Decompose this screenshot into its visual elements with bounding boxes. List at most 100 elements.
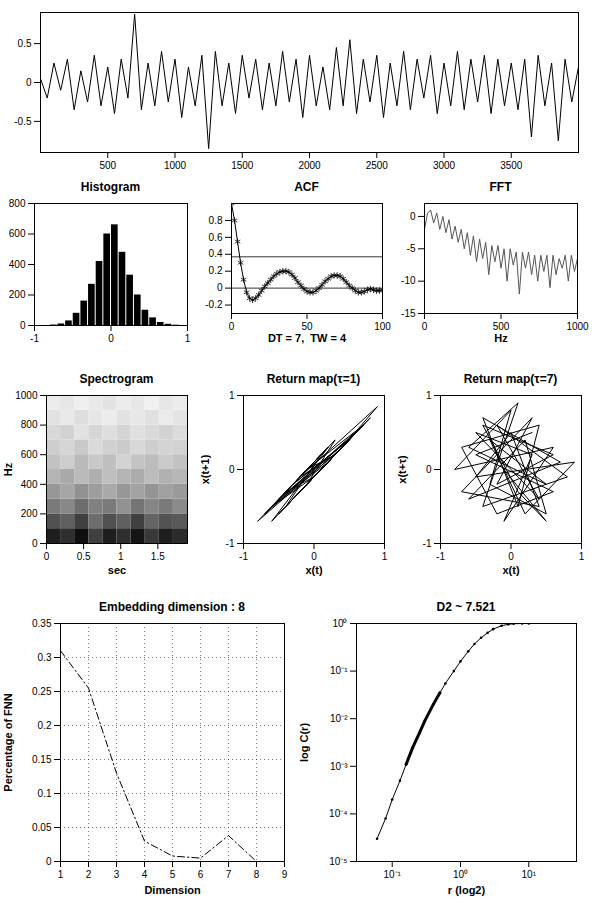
svg-text:600: 600 [21,449,38,460]
svg-text:0: 0 [46,856,52,867]
svg-text:x(t+1): x(t+1) [199,454,211,484]
html-text:FFT: FFT [489,180,512,194]
svg-text:-1: -1 [423,538,432,549]
svg-text:500: 500 [99,160,116,171]
svg-text:2500: 2500 [366,160,389,171]
svg-text:-5: -5 [407,243,416,254]
svg-text:0.3: 0.3 [38,652,52,663]
svg-text:x(t): x(t) [502,564,519,576]
svg-text:r (log2): r (log2) [448,884,486,896]
svg-text:0.15: 0.15 [32,754,52,765]
svg-text:100: 100 [374,321,391,332]
svg-text:10⁻¹: 10⁻¹ [383,869,401,880]
svg-text:9: 9 [282,869,288,880]
svg-text:50: 50 [301,321,313,332]
svg-text:sec: sec [108,564,126,576]
svg-text:10⁻¹: 10⁻¹ [330,665,348,676]
svg-text:-0.2: -0.2 [205,299,223,310]
svg-text:400: 400 [9,259,26,270]
svg-text:0.05: 0.05 [32,822,52,833]
svg-text:1: 1 [58,869,64,880]
svg-text:0: 0 [217,282,223,293]
svg-text:-1: -1 [30,333,39,344]
svg-text:3: 3 [114,869,120,880]
html-text:Histogram: Histogram [80,180,141,194]
svg-text:6: 6 [198,869,204,880]
svg-text:-1: -1 [436,551,445,562]
svg-text:8: 8 [254,869,260,880]
svg-text:0: 0 [426,464,432,475]
svg-text:1: 1 [579,551,585,562]
svg-text:Hz: Hz [2,462,14,476]
svg-text:200: 200 [21,508,38,519]
svg-text:0: 0 [26,77,32,88]
svg-text:0.1: 0.1 [38,788,52,799]
svg-text:0.5: 0.5 [18,38,32,49]
svg-text:1: 1 [118,551,124,562]
svg-text:800: 800 [9,198,26,209]
svg-text:1: 1 [426,390,432,401]
html-text:Return map(τ=1): Return map(τ=1) [266,372,361,386]
svg-text:10⁰: 10⁰ [453,869,468,880]
svg-text:0: 0 [229,464,235,475]
svg-text:10⁰: 10⁰ [332,618,347,629]
svg-text:0: 0 [508,551,514,562]
svg-text:1000: 1000 [164,160,187,171]
svg-text:0.2: 0.2 [209,265,223,276]
svg-text:1: 1 [229,390,235,401]
svg-text:1: 1 [382,551,388,562]
svg-text:0: 0 [410,211,416,222]
svg-text:DT = 7, TW = 4: DT = 7, TW = 4 [268,332,347,344]
svg-text:500: 500 [493,321,510,332]
svg-text:10⁻⁵: 10⁻⁵ [329,856,347,867]
svg-text:x(t+τ): x(t+τ) [396,455,408,484]
svg-text:0: 0 [44,551,50,562]
svg-text:1000: 1000 [15,390,38,401]
svg-text:600: 600 [9,228,26,239]
svg-text:3000: 3000 [433,160,456,171]
svg-text:800: 800 [21,419,38,430]
svg-text:0.6: 0.6 [209,232,223,243]
svg-text:0: 0 [20,320,26,331]
svg-text:1.5: 1.5 [151,551,165,562]
svg-text:0.35: 0.35 [32,618,52,629]
svg-text:1: 1 [185,333,191,344]
svg-text:-10: -10 [401,275,416,286]
html-text:Spectrogram: Spectrogram [79,372,154,386]
svg-text:Percentage of FNN: Percentage of FNN [2,693,14,791]
svg-text:0: 0 [32,538,38,549]
svg-text:2: 2 [86,869,92,880]
svg-text:-0.5: -0.5 [14,116,32,127]
svg-text:10⁻³: 10⁻³ [330,761,348,772]
svg-text:log C(r): log C(r) [298,723,310,762]
svg-text:0.4: 0.4 [209,248,223,259]
svg-text:0.25: 0.25 [32,686,52,697]
svg-text:0: 0 [229,321,235,332]
svg-text:Hz: Hz [494,332,508,344]
svg-text:0.5: 0.5 [77,551,91,562]
svg-text:400: 400 [21,479,38,490]
svg-text:-15: -15 [401,308,416,319]
svg-text:3500: 3500 [500,160,523,171]
svg-text:10⁻²: 10⁻² [330,713,348,724]
svg-text:-1: -1 [239,551,248,562]
svg-text:0: 0 [108,333,114,344]
svg-text:1000: 1000 [566,321,589,332]
svg-text:2000: 2000 [298,160,321,171]
svg-text:200: 200 [9,289,26,300]
svg-text:0.8: 0.8 [209,215,223,226]
html-text:Return map(τ=7): Return map(τ=7) [463,372,558,386]
svg-text:1500: 1500 [231,160,254,171]
svg-text:0: 0 [422,321,428,332]
html-text:ACF: ACF [294,180,319,194]
svg-text:0: 0 [311,551,317,562]
svg-text:10⁻⁴: 10⁻⁴ [329,808,347,819]
svg-text:7: 7 [226,869,232,880]
svg-text:-1: -1 [226,538,235,549]
svg-text:5: 5 [170,869,176,880]
svg-text:x(t): x(t) [305,564,322,576]
svg-text:0.2: 0.2 [38,720,52,731]
svg-text:10¹: 10¹ [522,869,537,880]
svg-text:Dimension: Dimension [144,884,201,896]
svg-text:4: 4 [142,869,148,880]
